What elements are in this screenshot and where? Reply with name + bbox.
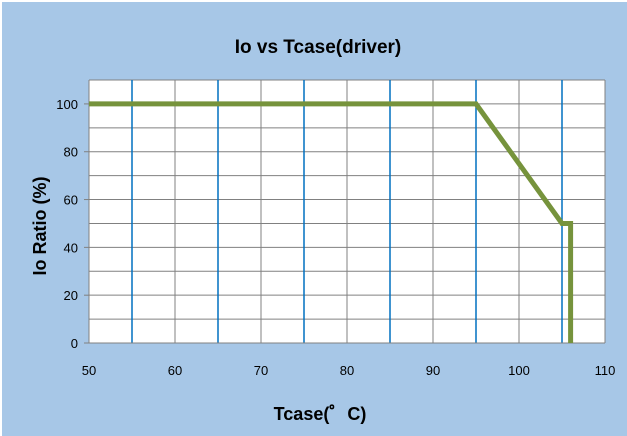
series-layer — [89, 101, 574, 343]
tick-labels: 50 60 70 80 90 100 110 0 20 40 60 80 100 — [56, 97, 615, 378]
y-tick-label: 60 — [64, 193, 78, 208]
chart-title: Io vs Tcase(driver) — [235, 37, 402, 58]
axes — [84, 80, 605, 344]
x-tick-label: 60 — [168, 363, 182, 378]
x-tick-label: 100 — [508, 363, 530, 378]
y-tick-label: 80 — [64, 145, 78, 160]
y-tick-label: 0 — [71, 336, 78, 351]
x-tick-label: 50 — [82, 363, 96, 378]
x-tick-label: 110 — [595, 363, 616, 378]
y-tick-label: 20 — [64, 288, 78, 303]
x-tick-label: 80 — [340, 363, 354, 378]
y-tick-label: 40 — [64, 240, 78, 255]
y-axis-title: Io Ratio (%) — [30, 177, 50, 276]
series-line — [89, 101, 574, 343]
x-tick-label: 90 — [426, 363, 440, 378]
y-tick-label: 100 — [56, 97, 78, 112]
x-tick-label: 70 — [254, 363, 268, 378]
x-axis-title: Tcase(゜C) — [274, 404, 367, 424]
